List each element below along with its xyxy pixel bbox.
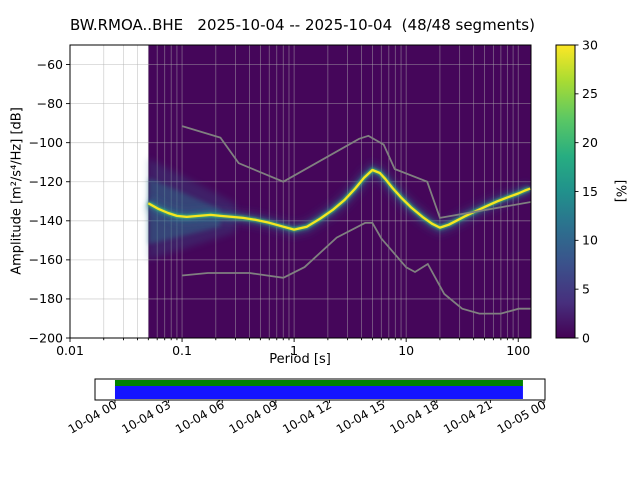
timeline-tick-label: 10-04 15 [334,397,388,436]
y-tick-label: −80 [37,96,63,111]
timeline-tick-label: 10-04 21 [441,397,495,436]
x-tick-label: 0.01 [56,343,84,358]
y-tick-label: −140 [29,213,63,228]
y-tick-label: −120 [29,174,63,189]
timeline-coverage-blue [114,386,523,399]
colorbar-tick-label: 25 [582,86,598,101]
colorbar-gradient [556,45,575,338]
timeline-coverage-green [114,380,523,386]
timeline-tick-label: 10-05 00 [495,397,549,436]
timeline-tick-label: 10-04 00 [66,397,120,436]
axis-ticks [66,64,519,342]
colorbar-tick-label: 30 [582,37,598,52]
plot-data-layer [70,45,531,338]
x-tick-label: 10 [398,343,414,358]
colorbar-tick-label: 15 [582,184,598,199]
timeline-tick-label: 10-04 03 [119,397,173,436]
y-tick-label: −160 [29,252,63,267]
colorbar-tick-label: 10 [582,233,598,248]
colorbar-tick-label: 20 [582,135,598,150]
x-tick-label: 100 [506,343,530,358]
x-axis-label: Period [s] [269,352,331,367]
y-tick-label: −180 [29,291,63,306]
timeline-tick-label: 10-04 09 [227,397,281,436]
y-tick-label: −100 [29,135,63,150]
timeline-tick-labels: 10-04 00 10-04 03 10-04 06 10-04 09 10-04 12… [66,397,549,436]
noise-models [181,125,531,315]
noise-model-nhnm [181,125,531,219]
x-tick-label: 0.1 [172,343,192,358]
plot-title: BW.RMOA..BHE 2025-10-04 -- 2025-10-04 (4… [70,16,535,34]
colorbar-ticks: 0 5 10 15 20 25 30 [575,37,598,345]
y-tick-label: −200 [29,330,63,345]
axes-frame [69,44,532,339]
noise-model-nlnm [182,222,531,315]
y-tick-labels: −60 −80 −100 −120 −140 −160 −180 −200 [29,57,63,345]
timeline-tick-label: 10-04 12 [280,397,334,436]
colorbar-tick-label: 5 [582,281,590,296]
timeline-tick-label: 10-04 06 [173,397,227,436]
y-tick-label: −60 [37,57,63,72]
x-tick-labels: 0.01 0.1 1 10 100 [56,343,530,358]
x-tick-label: 1 [290,343,298,358]
colorbar-tick-label: 0 [582,330,590,345]
timeline-tick-label: 10-04 18 [388,397,442,436]
